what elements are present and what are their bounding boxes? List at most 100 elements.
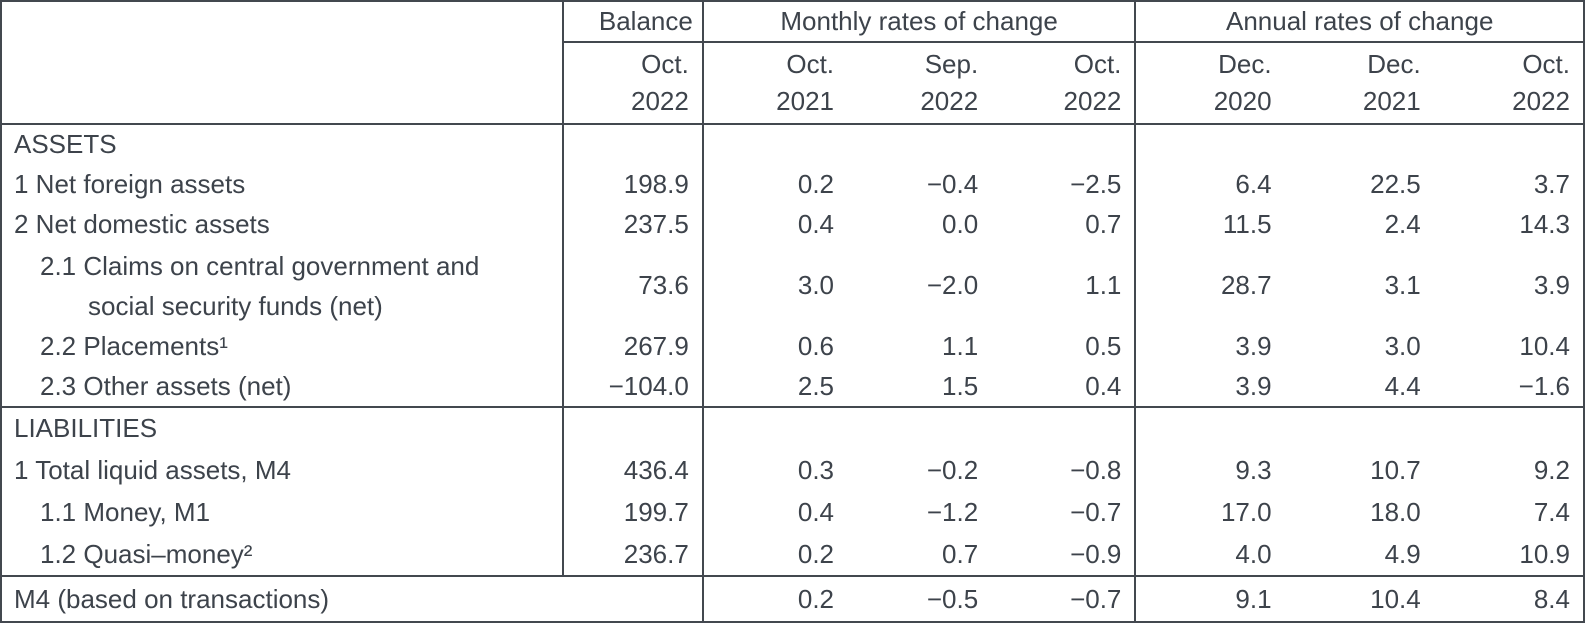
column-year: 2022 xyxy=(1063,86,1122,116)
annual-value: 10.7 xyxy=(1370,454,1421,485)
monthly-value: 1.1 xyxy=(942,330,979,361)
annual-value: 9.3 xyxy=(1235,454,1272,485)
annual-value: 11.5 xyxy=(1222,209,1272,240)
corner-cell xyxy=(1,1,564,125)
annual-value xyxy=(1433,405,1584,450)
table-row-quasi-money: 1.2 Quasi–money² 236.7 0.2 0.7 −0.9 4.0 … xyxy=(1,534,1584,577)
monthly-value xyxy=(991,124,1137,165)
monthly-value xyxy=(847,124,991,164)
monthly-value: −2.5 xyxy=(991,164,1137,205)
monthly-value: 0.7 xyxy=(942,539,979,570)
annual-value: 9.1 xyxy=(1135,575,1285,622)
column-month: Dec. xyxy=(1367,49,1421,79)
row-label: 1.1 Money, M1 xyxy=(1,491,564,535)
monthly-value: −0.2 xyxy=(926,454,979,485)
monthly-value: −0.7 xyxy=(991,575,1137,622)
annual-value: 2.4 xyxy=(1384,209,1421,240)
table-row-money-m1: 1.1 Money, M1 199.7 0.4 −1.2 −0.7 17.0 1… xyxy=(1,491,1584,535)
row-label-line1: 2.1 Claims on central government and xyxy=(40,250,480,281)
balance-group-header: Balance xyxy=(562,1,704,43)
monthly-group-header: Monthly rates of change xyxy=(702,1,1137,43)
row-label: M4 (based on transactions) xyxy=(1,575,704,622)
annual-value: 9.2 xyxy=(1533,454,1570,485)
table-row-placements: 2.2 Placements¹ 267.9 0.6 1.1 0.5 3.9 3.… xyxy=(1,325,1584,367)
annual-value: 10.4 xyxy=(1519,330,1570,361)
annual-value xyxy=(1135,124,1284,164)
annual-value xyxy=(1284,405,1434,450)
column-header-balance: Oct. 2022 xyxy=(562,42,704,125)
table-row-other-assets: 2.3 Other assets (net) −104.0 2.5 1.5 0.… xyxy=(1,366,1584,407)
balance-value: 267.9 xyxy=(562,325,704,367)
monthly-value: 1.5 xyxy=(942,370,979,401)
balance-value xyxy=(562,405,704,450)
annual-value: 3.1 xyxy=(1384,270,1421,301)
column-year: 2021 xyxy=(1362,86,1421,116)
monthly-value: 0.5 xyxy=(991,325,1137,367)
row-label: 2.3 Other assets (net) xyxy=(1,366,564,407)
column-year: 2022 xyxy=(631,86,689,116)
annual-value xyxy=(1135,405,1285,450)
group-header-row: Balance Monthly rates of change Annual r… xyxy=(1,1,1584,125)
monthly-value xyxy=(702,405,848,450)
monthly-value: 0.6 xyxy=(797,330,835,361)
column-month: Oct. xyxy=(641,49,689,79)
monthly-value: −2.0 xyxy=(926,270,979,301)
annual-value: 6.4 xyxy=(1235,169,1272,200)
row-label: 1 Net foreign assets xyxy=(1,164,564,205)
table-row-liabilities-section: LIABILITIES xyxy=(1,405,1584,450)
annual-value: 3.9 xyxy=(1235,330,1272,361)
monthly-value: 0.4 xyxy=(797,497,835,528)
column-header-annual-1: Dec. 2020 xyxy=(1135,42,1285,125)
annual-value xyxy=(1285,124,1434,164)
monthly-value xyxy=(991,405,1137,450)
annual-value: 4.4 xyxy=(1384,370,1421,401)
monthly-value: 2.5 xyxy=(797,370,835,401)
monthly-value: 0.4 xyxy=(991,366,1137,407)
annual-value: 10.4 xyxy=(1284,575,1434,622)
monthly-value: 0.3 xyxy=(797,454,835,485)
row-label: 1 Total liquid assets, M4 xyxy=(1,449,564,492)
column-year: 2022 xyxy=(1512,86,1570,116)
annual-value xyxy=(1434,124,1584,164)
annual-value: 22.5 xyxy=(1370,169,1421,200)
table-row-total-liquid-assets: 1 Total liquid assets, M4 436.4 0.3 −0.2… xyxy=(1,449,1584,492)
annual-value: 28.7 xyxy=(1220,270,1272,301)
annual-group-header: Annual rates of change xyxy=(1135,1,1584,43)
table-row-net-domestic-assets: 2 Net domestic assets 237.5 0.4 0.0 0.7 … xyxy=(1,204,1584,246)
annual-value: 4.0 xyxy=(1235,539,1272,570)
balance-value: 198.9 xyxy=(562,164,704,205)
table-row-assets-section: ASSETS xyxy=(1,124,1584,165)
monthly-value: 0.0 xyxy=(942,209,979,240)
column-month: Oct. xyxy=(1522,49,1570,79)
column-header-monthly-2: Sep. 2022 xyxy=(847,42,992,125)
annual-value: 18.0 xyxy=(1370,497,1421,528)
annual-value: 8.4 xyxy=(1433,575,1584,622)
balance-value: 237.5 xyxy=(562,204,704,246)
column-header-row: Oct. 2022 Oct. 2021 Sep. 2022 Oct. 2022 … xyxy=(1,42,1584,125)
row-label: 2 Net domestic assets xyxy=(1,204,564,246)
monthly-value: 0.2 xyxy=(702,575,848,622)
monthly-value: −1.2 xyxy=(926,497,979,528)
row-label: LIABILITIES xyxy=(1,405,564,450)
column-year: 2020 xyxy=(1213,86,1272,116)
balance-value xyxy=(562,124,704,165)
monthly-value: 0.7 xyxy=(991,204,1137,246)
row-label: 1.2 Quasi–money² xyxy=(1,534,564,577)
monthly-value: −0.9 xyxy=(991,534,1137,577)
monthly-value xyxy=(703,124,847,164)
column-header-monthly-3: Oct. 2022 xyxy=(991,42,1137,125)
monthly-value: −0.8 xyxy=(991,449,1137,492)
monthly-value: −0.5 xyxy=(847,575,992,622)
annual-value: 4.9 xyxy=(1384,539,1421,570)
monthly-value: −0.4 xyxy=(926,169,979,200)
table-row-claims-central-government: 2.1 Claims on central government and soc… xyxy=(1,245,1584,326)
monthly-value: 1.1 xyxy=(991,245,1137,326)
column-header-monthly-1: Oct. 2021 xyxy=(702,42,848,125)
annual-value: 7.4 xyxy=(1533,497,1570,528)
annual-value: 3.9 xyxy=(1533,270,1570,301)
table-row-net-foreign-assets: 1 Net foreign assets 198.9 0.2 −0.4 −2.5… xyxy=(1,164,1584,205)
monthly-value: 0.2 xyxy=(797,539,835,570)
annual-value: 10.9 xyxy=(1519,539,1570,570)
row-label: 2.1 Claims on central government and soc… xyxy=(1,245,564,326)
